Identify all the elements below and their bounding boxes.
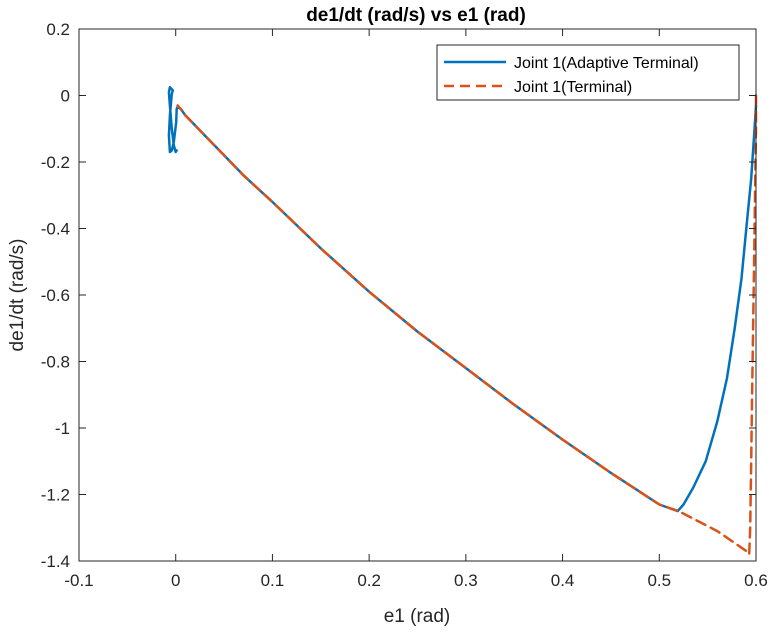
y-tick-label: -1.4 — [41, 552, 70, 571]
y-tick-label: -0.4 — [41, 220, 70, 239]
legend-box — [436, 44, 740, 101]
legend-label-terminal: Joint 1(Terminal) — [514, 79, 632, 96]
plot-area — [79, 29, 756, 561]
y-tick-label: -1.2 — [41, 486, 70, 505]
chart-title: de1/dt (rad/s) vs e1 (rad) — [306, 5, 526, 26]
x-tick-label: 0 — [171, 571, 180, 590]
x-tick-label: 0.6 — [744, 571, 768, 590]
y-tick-label: 0.2 — [46, 20, 70, 39]
x-tick-label: 0.2 — [357, 571, 381, 590]
y-tick-label: 0 — [61, 87, 70, 106]
y-tick-label: -0.2 — [41, 153, 70, 172]
x-tick-label: 0.5 — [647, 571, 671, 590]
x-tick-label: 0.3 — [454, 571, 478, 590]
series-line-1 — [176, 94, 758, 556]
axes-layer: -0.1 0 0.1 0.2 0.3 0.4 0.5 0.6 0.2 0 -0.2 -0.4 -0.6 -… — [41, 20, 768, 590]
y-tick-label: -1 — [55, 419, 70, 438]
y-tick-label: -0.6 — [41, 286, 70, 305]
x-tick-label: 0.4 — [551, 571, 575, 590]
y-tick-label: -0.8 — [41, 353, 70, 372]
x-tick-label: -0.1 — [64, 571, 93, 590]
legend: Joint 1(Adaptive Terminal) Joint 1(Termi… — [436, 44, 740, 101]
legend-label-adaptive-terminal: Joint 1(Adaptive Terminal) — [514, 55, 699, 72]
y-axis-label: de1/dt (rad/s) — [7, 239, 28, 352]
series-layer — [167, 85, 758, 556]
x-tick-label: 0.1 — [261, 571, 285, 590]
x-axis-label: e1 (rad) — [384, 606, 451, 627]
